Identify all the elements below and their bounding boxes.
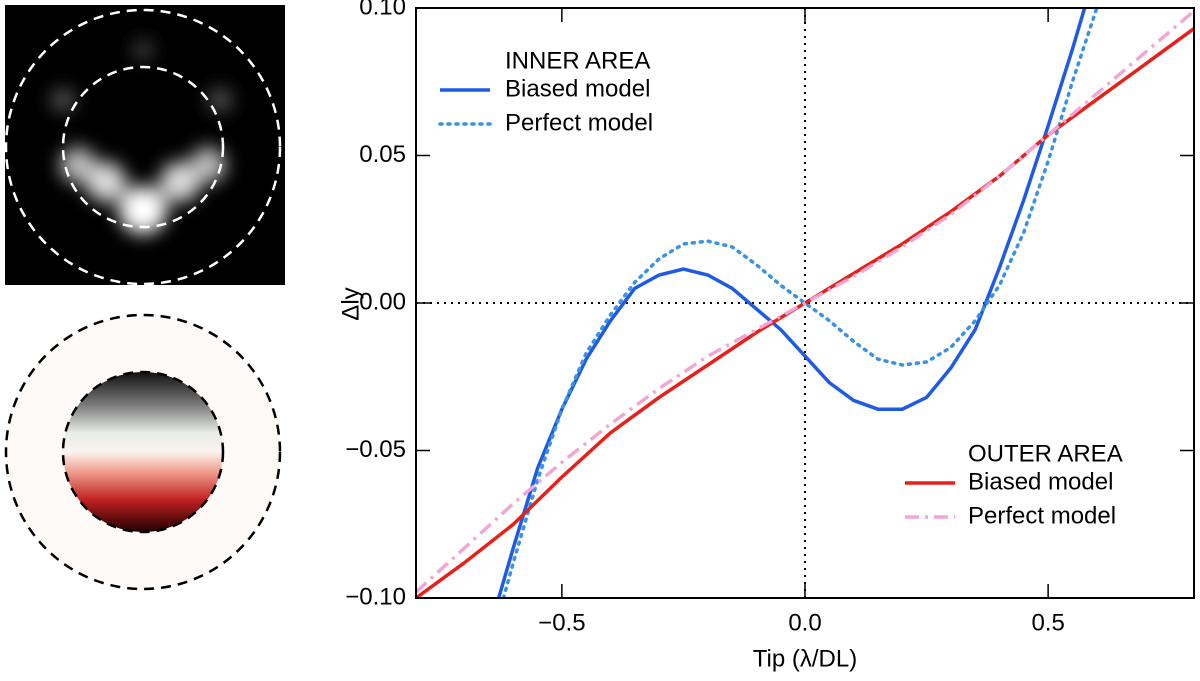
legend-label: Biased model xyxy=(505,75,650,102)
phase-image xyxy=(4,312,285,592)
legend-label: Perfect model xyxy=(968,502,1116,529)
y-axis-label: Δly xyxy=(337,287,364,320)
x-tick-label: 0.0 xyxy=(788,609,821,636)
plot: −0.10 −0.05 0.00 0.05 0.10 −0.5 0.0 0.5 INNER AR… xyxy=(345,0,1194,636)
line xyxy=(501,8,1099,598)
psf-image xyxy=(4,5,285,286)
y-tick-label: 0.00 xyxy=(359,288,406,315)
y-tick-label: 0.10 xyxy=(359,0,406,20)
x-tick-label: −0.5 xyxy=(538,609,585,636)
x-tick-label: 0.5 xyxy=(1031,609,1064,636)
legend-label: Perfect model xyxy=(505,109,653,136)
legend-label: Biased model xyxy=(968,468,1113,495)
y-tick-label: −0.05 xyxy=(345,436,406,463)
line xyxy=(497,8,1087,598)
x-axis-label: Tip (λ/DL) xyxy=(753,645,857,672)
y-tick-label: −0.10 xyxy=(345,583,406,610)
legend-title: INNER AREA xyxy=(505,47,650,74)
y-tick-label: 0.05 xyxy=(359,141,406,168)
legend-title: OUTER AREA xyxy=(968,440,1123,467)
plot-frame xyxy=(415,7,1195,599)
line xyxy=(416,9,1194,594)
